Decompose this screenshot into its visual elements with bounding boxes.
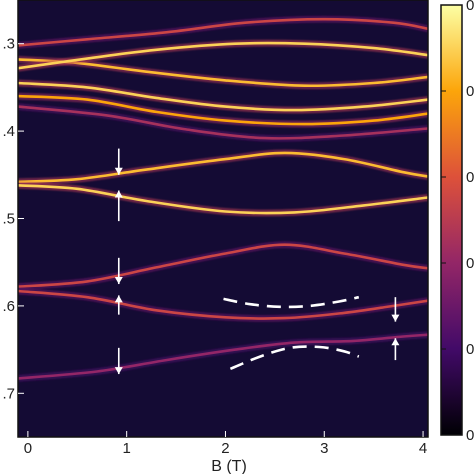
y-tick-label: .4 <box>2 123 15 140</box>
y-tick-label: .7 <box>2 385 15 402</box>
x-axis: 0 1 2 3 4 <box>24 431 427 457</box>
energy-level-line <box>18 17 428 47</box>
dashed-guide-curve <box>223 295 360 309</box>
colorbar-ticks: 0 0 0 0 0 0 <box>441 0 474 444</box>
x-tick-label: 2 <box>221 440 229 457</box>
x-tick-label: 4 <box>419 440 427 457</box>
energy-level-line <box>18 184 428 215</box>
x-axis-title: B (T) <box>211 458 247 474</box>
colorbar-tick-label: 0 <box>466 83 474 100</box>
y-tick-label: .3 <box>2 36 15 53</box>
energy-level-line <box>18 289 428 320</box>
dashed-guide-curve <box>229 345 360 371</box>
colorbar: 0 0 0 0 0 0 <box>440 0 474 444</box>
energy-level-line <box>18 94 428 126</box>
colorbar-tick-label: 0 <box>466 341 474 358</box>
y-axis: .3 .4 .5 .6 .7 <box>2 36 24 402</box>
colorbar-tick-label: 0 <box>466 169 474 186</box>
y-tick-label: .5 <box>2 211 15 228</box>
x-tick-label: 0 <box>24 440 32 457</box>
colorbar-tick-label: 0 <box>466 427 474 444</box>
energy-level-line <box>18 81 428 112</box>
arrow-marker <box>114 347 123 375</box>
heatmap-background <box>18 0 428 437</box>
arrow-marker <box>114 190 123 222</box>
energy-level-line <box>18 105 428 140</box>
energy-level-line <box>18 41 428 70</box>
arrow-marker <box>114 295 123 315</box>
energy-levels <box>18 15 428 382</box>
x-tick-label: 3 <box>320 440 328 457</box>
arrow-marker <box>114 257 123 285</box>
heatmap-plot-area <box>17 0 429 438</box>
energy-level-line <box>18 151 428 184</box>
arrow-marker <box>114 148 123 175</box>
annotations <box>114 148 400 375</box>
colorbar-tick-label: 0 <box>466 0 474 14</box>
colorbar-gradient <box>440 4 463 436</box>
x-tick-label: 1 <box>123 440 131 457</box>
y-tick-label: .6 <box>2 298 15 315</box>
arrow-marker <box>391 338 400 361</box>
energy-level-line <box>18 243 428 288</box>
energy-level-line <box>18 333 428 380</box>
colorbar-tick-label: 0 <box>466 255 474 272</box>
arrow-marker <box>391 297 400 322</box>
